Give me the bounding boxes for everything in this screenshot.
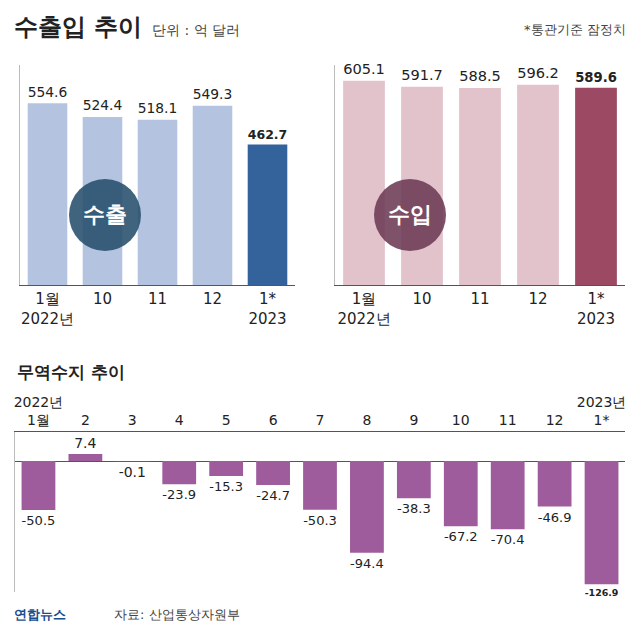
- svg-text:자료: 산업통상자원부: 자료: 산업통상자원부: [114, 607, 240, 622]
- svg-text:554.6: 554.6: [28, 84, 68, 100]
- svg-text:524.4: 524.4: [83, 97, 123, 113]
- svg-text:수입: 수입: [388, 202, 432, 227]
- svg-text:연합뉴스: 연합뉴스: [14, 607, 66, 622]
- svg-text:12: 12: [203, 290, 222, 308]
- svg-text:1월2022년: 1월2022년: [337, 290, 390, 328]
- svg-text:588.5: 588.5: [459, 67, 501, 84]
- svg-text:596.2: 596.2: [517, 64, 559, 81]
- svg-text:2023년1*: 2023년1*: [577, 394, 627, 428]
- svg-text:605.1: 605.1: [343, 60, 385, 77]
- svg-text:7: 7: [316, 412, 325, 428]
- svg-text:1월2022년: 1월2022년: [21, 290, 74, 328]
- svg-text:8: 8: [362, 412, 371, 428]
- svg-text:549.3: 549.3: [193, 86, 233, 102]
- svg-text:-0.1: -0.1: [119, 464, 146, 480]
- svg-text:단위 : 억 달러: 단위 : 억 달러: [152, 22, 240, 38]
- svg-text:1*2023: 1*2023: [577, 290, 615, 328]
- svg-text:6: 6: [269, 412, 278, 428]
- svg-text:4: 4: [175, 412, 184, 428]
- svg-text:12: 12: [528, 290, 547, 308]
- svg-text:1*2023: 1*2023: [248, 290, 286, 328]
- svg-text:-67.2: -67.2: [444, 529, 478, 544]
- svg-text:11: 11: [499, 412, 517, 428]
- svg-text:591.7: 591.7: [401, 66, 443, 83]
- svg-text:10: 10: [452, 412, 470, 428]
- svg-text:수출: 수출: [83, 202, 127, 227]
- svg-text:2022년1월: 2022년1월: [14, 394, 64, 428]
- svg-text:-94.4: -94.4: [350, 556, 384, 571]
- svg-text:11: 11: [148, 290, 167, 308]
- svg-text:5: 5: [222, 412, 231, 428]
- svg-text:7.4: 7.4: [74, 435, 96, 451]
- svg-text:12: 12: [546, 412, 564, 428]
- svg-text:*통관기준 잠정치: *통관기준 잠정치: [524, 22, 626, 37]
- svg-text:-24.7: -24.7: [256, 488, 290, 503]
- svg-text:10: 10: [93, 290, 112, 308]
- svg-text:518.1: 518.1: [138, 100, 178, 116]
- svg-text:589.6: 589.6: [575, 70, 617, 85]
- svg-text:11: 11: [470, 290, 489, 308]
- svg-text:-38.3: -38.3: [397, 501, 431, 516]
- svg-text:-70.4: -70.4: [491, 532, 525, 547]
- svg-text:2: 2: [81, 412, 90, 428]
- svg-text:-50.5: -50.5: [22, 513, 56, 528]
- svg-text:462.7: 462.7: [248, 127, 288, 142]
- svg-text:-23.9: -23.9: [162, 487, 196, 502]
- svg-text:-50.3: -50.3: [303, 513, 337, 528]
- svg-text:-15.3: -15.3: [209, 479, 243, 494]
- svg-text:9: 9: [409, 412, 418, 428]
- svg-text:10: 10: [412, 290, 431, 308]
- svg-text:-46.9: -46.9: [538, 510, 572, 525]
- svg-text:-126.9: -126.9: [585, 587, 619, 598]
- svg-text:수출입 추이: 수출입 추이: [14, 13, 142, 41]
- svg-text:무역수지 추이: 무역수지 추이: [17, 362, 125, 382]
- svg-text:3: 3: [128, 412, 137, 428]
